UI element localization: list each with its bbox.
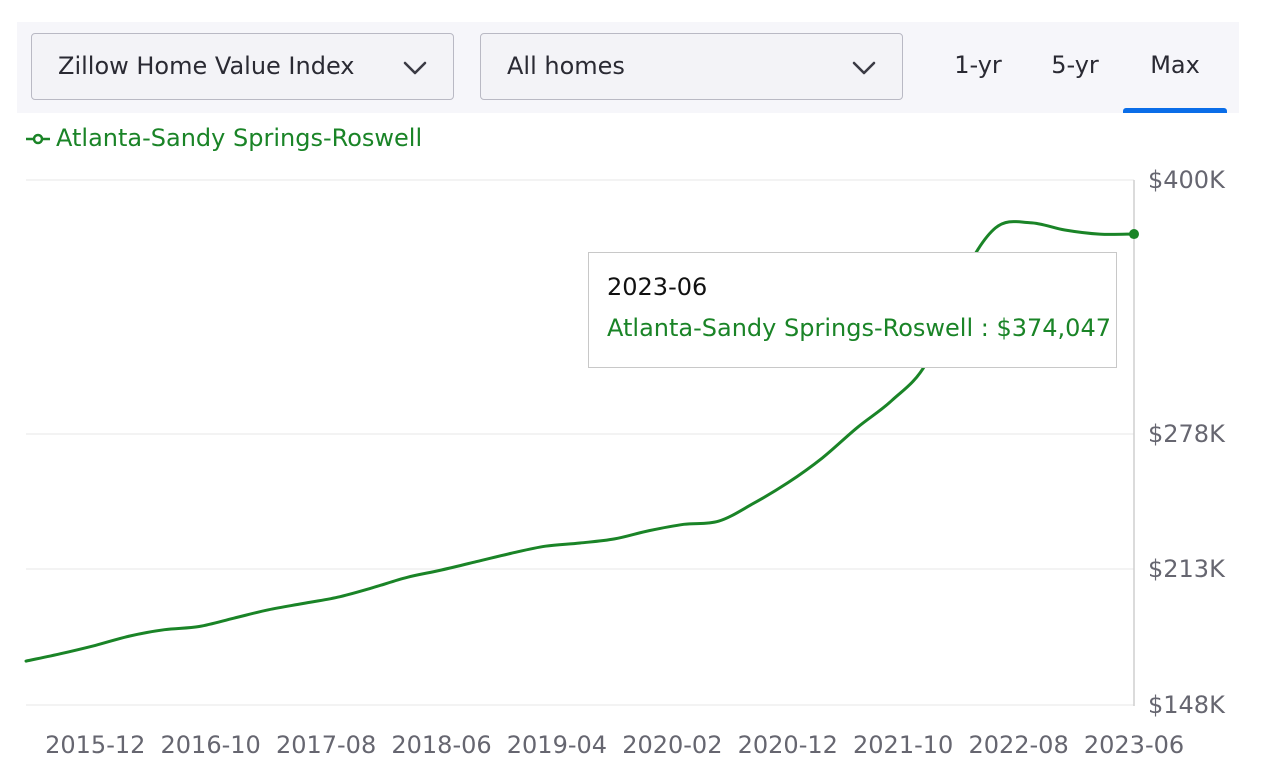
tab-max[interactable]: Max [1123, 22, 1227, 113]
x-tick-label: 2019-04 [507, 731, 607, 759]
line-chart: $148K $213K $278K $400K 2015-12 2016-10 2017-… [24, 166, 1226, 759]
metric-dropdown[interactable]: Zillow Home Value Index [31, 33, 454, 100]
tab-1-yr[interactable]: 1-yr [937, 22, 1019, 113]
chevron-down-icon [403, 61, 427, 75]
x-tick-label: 2020-02 [622, 731, 722, 759]
chevron-down-icon [852, 61, 876, 75]
x-tick-label: 2017-08 [276, 731, 376, 759]
series-points [1129, 229, 1139, 240]
tab-1-yr-label: 1-yr [954, 51, 1002, 79]
x-axis-ticks: 2015-12 2016-10 2017-08 2018-06 2019-04 2020-… [45, 731, 1184, 759]
home-type-dropdown-value: All homes [507, 52, 625, 80]
x-tick-label: 2021-10 [853, 731, 953, 759]
tooltip-series: Atlanta-Sandy Springs-Roswell : $374,047 [607, 314, 1111, 342]
x-tick-label: 2018-06 [391, 731, 491, 759]
y-axis-ticks: $148K $213K $278K $400K [1148, 166, 1226, 719]
x-tick-label: 2016-10 [161, 731, 261, 759]
x-tick-label: 2015-12 [45, 731, 145, 759]
legend-label: Atlanta-Sandy Springs-Roswell [56, 124, 423, 152]
grid-lines [26, 179, 1134, 706]
tooltip-date: 2023-06 [607, 273, 708, 301]
highlighted-data-point[interactable] [1129, 229, 1139, 240]
tooltip-series-name: Atlanta-Sandy Springs-Roswell [607, 314, 974, 342]
x-tick-label: 2023-06 [1084, 731, 1184, 759]
y-tick-label: $148K [1148, 691, 1226, 719]
y-tick-label: $400K [1148, 166, 1226, 194]
chart-tooltip: 2023-06 Atlanta-Sandy Springs-Roswell : … [588, 252, 1117, 368]
tab-5-yr-label: 5-yr [1051, 51, 1099, 79]
metric-dropdown-value: Zillow Home Value Index [58, 52, 355, 80]
active-tab-indicator [1123, 108, 1227, 113]
chart-controls: Zillow Home Value Index All homes 1-yr 5… [17, 22, 1239, 113]
line-marker-icon [26, 133, 50, 145]
x-tick-label: 2020-12 [738, 731, 838, 759]
y-tick-label: $213K [1148, 555, 1226, 583]
tab-max-label: Max [1150, 51, 1200, 79]
tooltip-separator: : [973, 314, 997, 342]
y-tick-label: $278K [1148, 420, 1226, 448]
x-tick-label: 2022-08 [968, 731, 1068, 759]
tooltip-value: $374,047 [996, 314, 1111, 342]
tab-5-yr[interactable]: 5-yr [1034, 22, 1116, 113]
home-type-dropdown[interactable]: All homes [480, 33, 903, 100]
